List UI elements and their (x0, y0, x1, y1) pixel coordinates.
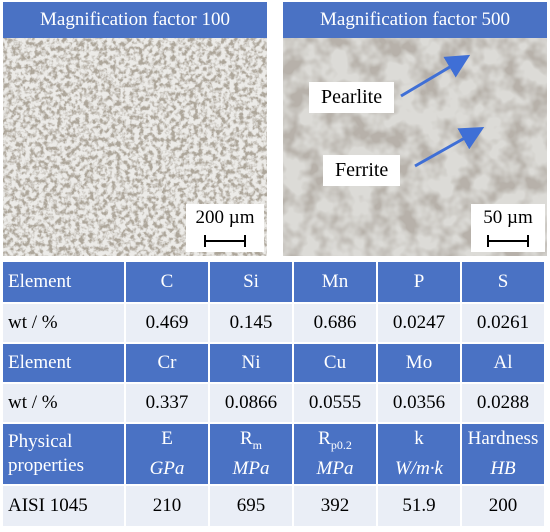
scale-bar-200um: 200 µm (186, 204, 264, 252)
label-line: properties (8, 455, 84, 476)
table-cell: 51.9 (378, 486, 460, 526)
table-cell: 210 (126, 486, 208, 526)
composition-table: Element C Si Mn P S wt / % 0.469 0.145 0… (3, 262, 544, 528)
property-header-k: k W/m·k (378, 424, 460, 484)
table-cell: 0.0555 (294, 384, 376, 422)
property-unit: MPa (316, 458, 354, 479)
property-unit: GPa (149, 458, 185, 479)
row-label: wt / % (3, 304, 124, 342)
table-cell: 695 (210, 486, 292, 526)
property-unit: W/m·k (394, 458, 443, 479)
table-row-wt-1: wt / % 0.469 0.145 0.686 0.0247 0.0261 (3, 304, 544, 342)
table-cell: 392 (294, 486, 376, 526)
table-cell: 0.0866 (210, 384, 292, 422)
material-label: AISI 1045 (3, 486, 124, 526)
element-header: Mn (294, 262, 376, 302)
row-label: Element (3, 344, 124, 382)
element-header: Si (210, 262, 292, 302)
element-header: Cu (294, 344, 376, 382)
property-symbol: Hardness (467, 428, 539, 449)
element-header: Cr (126, 344, 208, 382)
element-header: S (462, 262, 544, 302)
table-cell: 0.0261 (462, 304, 544, 342)
element-header: Ni (210, 344, 292, 382)
property-symbol: R (239, 428, 253, 449)
property-subscript: p0.2 (330, 437, 352, 452)
scale-bar-line (204, 235, 246, 247)
table-row-aisi-1045: AISI 1045 210 695 392 51.9 200 (3, 486, 544, 526)
property-header-hardness: Hardness HB (462, 424, 544, 484)
table-cell: 0.469 (126, 304, 208, 342)
physical-properties-label: Physical properties (3, 424, 124, 484)
ferrite-label: Ferrite (323, 155, 401, 186)
panel-title-500x: Magnification factor 500 (283, 2, 547, 38)
table-cell: 200 (462, 486, 544, 526)
label-line: Physical (8, 431, 73, 452)
micrograph-panel-100x: Magnification factor 100 200 µm (3, 2, 267, 256)
table-row-elements-1: Element C Si Mn P S (3, 262, 544, 302)
row-label: wt / % (3, 384, 124, 422)
pearlite-label: Pearlite (309, 82, 395, 113)
property-unit: HB (490, 458, 516, 479)
table-row-elements-2: Element Cr Ni Cu Mo Al (3, 344, 544, 382)
element-header: C (126, 262, 208, 302)
element-header: P (378, 262, 460, 302)
micrograph-panel-500x: Magnification factor 500 Pearlite Ferrit… (283, 2, 547, 256)
property-header-rm: Rm MPa (210, 424, 292, 484)
table-cell: 0.0288 (462, 384, 544, 422)
element-header: Al (462, 344, 544, 382)
panel-title-100x: Magnification factor 100 (3, 2, 267, 38)
table-cell: 0.145 (210, 304, 292, 342)
property-symbol: R (318, 428, 331, 449)
table-cell: 0.0356 (378, 384, 460, 422)
scale-label-200um: 200 µm (195, 207, 255, 228)
table-row-wt-2: wt / % 0.337 0.0866 0.0555 0.0356 0.0288 (3, 384, 544, 422)
table-cell: 0.686 (294, 304, 376, 342)
property-symbol: E (161, 428, 173, 449)
scale-bar-50um: 50 µm (471, 204, 545, 252)
pearlite-arrow (400, 54, 471, 98)
table-row-physical-properties: Physical properties E GPa Rm MPa Rp0.2 M… (3, 424, 544, 484)
row-label: Element (3, 262, 124, 302)
element-header: Mo (378, 344, 460, 382)
property-symbol: k (414, 428, 424, 449)
property-subscript: m (252, 437, 263, 452)
scale-label-50um: 50 µm (483, 207, 533, 228)
table-cell: 0.337 (126, 384, 208, 422)
property-unit: MPa (232, 458, 270, 479)
scale-bar-line (487, 235, 529, 247)
ferrite-arrow (414, 127, 485, 168)
table-cell: 0.0247 (378, 304, 460, 342)
property-header-rp02: Rp0.2 MPa (294, 424, 376, 484)
property-header-e: E GPa (126, 424, 208, 484)
